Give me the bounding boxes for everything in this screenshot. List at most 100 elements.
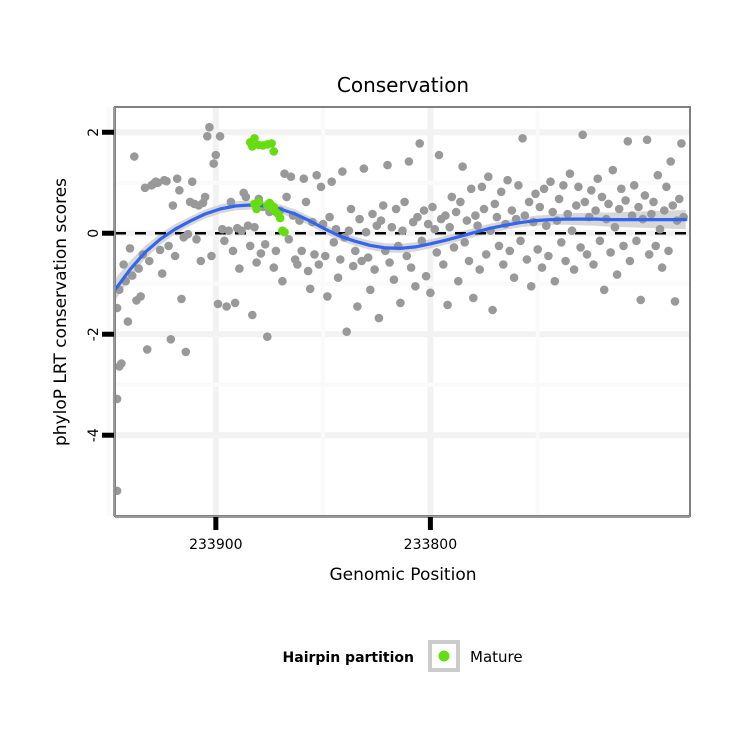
scatter-point-other: [310, 250, 319, 259]
scatter-point-other: [445, 222, 455, 232]
scatter-point-other: [524, 197, 534, 207]
scatter-point-other: [119, 260, 128, 269]
scatter-point-other: [565, 169, 575, 178]
scatter-point-other: [666, 157, 675, 166]
scatter-point-other: [614, 204, 624, 214]
scatter-point-other: [226, 197, 236, 207]
scatter-point-other: [499, 260, 508, 269]
scatter-point-other: [351, 246, 360, 256]
scatter-point-other: [589, 260, 598, 269]
scatter-point-other: [494, 241, 504, 251]
scatter-point-other: [563, 209, 572, 219]
scatter-point-other: [383, 160, 392, 170]
scatter-point-other: [423, 219, 433, 229]
scatter-point-other: [657, 263, 667, 272]
scatter-point-other: [537, 263, 547, 272]
scatter-point-other: [398, 226, 407, 235]
chart-title: Conservation: [337, 73, 469, 97]
scatter-point-other: [505, 246, 515, 256]
scatter-point-other: [481, 250, 491, 259]
scatter-point-other: [591, 206, 600, 215]
scatter-point-other: [439, 260, 448, 269]
x-axis: 233900 233800: [115, 516, 690, 553]
scatter-point-other: [567, 226, 577, 235]
legend-label-mature[interactable]: Mature: [470, 648, 523, 666]
scatter-point-mature: [250, 134, 259, 143]
scatter-point-other: [569, 265, 579, 274]
scatter-point-other: [516, 236, 525, 246]
scatter-point-other: [235, 264, 244, 273]
scatter-point-other: [215, 132, 225, 141]
scatter-point-other: [610, 222, 620, 232]
scatter-point-other: [142, 345, 152, 354]
scatter-point-other: [644, 250, 654, 259]
scatter-point-other: [127, 271, 137, 280]
scatter-point-other: [655, 224, 665, 234]
scatter-point-other: [660, 206, 669, 215]
legend[interactable]: Hairpin partition Mature: [283, 640, 523, 672]
scatter-point-other: [282, 192, 291, 202]
scatter-point-other: [475, 265, 485, 274]
scatter-point-other: [514, 181, 523, 190]
scatter-point-other: [237, 226, 246, 235]
scatter-point-other: [389, 275, 399, 285]
scatter-point-other: [632, 236, 641, 246]
scatter-point-other: [417, 236, 427, 246]
scatter-point-other: [168, 201, 178, 210]
scatter-point-other: [136, 292, 145, 301]
scatter-point-other: [224, 226, 233, 235]
scatter-point-other: [363, 253, 373, 262]
scatter-point-other: [677, 139, 686, 148]
scatter-point-other: [546, 177, 555, 186]
scatter-point-other: [353, 302, 362, 311]
scatter-point-other: [612, 270, 622, 279]
scatter-point-other: [299, 174, 309, 183]
y-axis-tick-label: -4: [86, 428, 102, 442]
scatter-point-other: [548, 207, 557, 217]
scatter-point-other: [125, 244, 135, 253]
scatter-point-other: [196, 256, 206, 266]
scatter-point-other: [323, 292, 332, 301]
scatter-point-other: [606, 248, 615, 257]
scatter-point-other: [411, 282, 420, 291]
scatter-point-mature: [275, 213, 285, 223]
scatter-point-other: [329, 238, 339, 247]
scatter-point-other: [348, 261, 358, 271]
scatter-point-other: [520, 211, 530, 220]
scatter-point-other: [653, 170, 663, 180]
scatter-point-other: [464, 256, 474, 266]
scatter-point-other: [117, 359, 126, 368]
scatter-point-other: [183, 229, 193, 239]
scatter-point-other: [187, 177, 197, 186]
scatter-point-other: [209, 159, 218, 168]
scatter-point-other: [284, 235, 294, 244]
scatter-point-other: [542, 221, 551, 230]
scatter-point-other: [430, 224, 440, 234]
scatter-point-other: [647, 209, 656, 219]
scatter-point-mature: [269, 147, 279, 156]
scatter-point-other: [140, 183, 150, 193]
scatter-point-other: [344, 226, 354, 235]
scatter-point-other: [181, 347, 191, 357]
scatter-point-other: [134, 264, 143, 273]
scatter-point-other: [496, 187, 506, 197]
scatter-point-other: [642, 135, 652, 145]
scatter-point-other: [415, 139, 425, 148]
scatter-point-other: [192, 235, 201, 244]
plot-panel: [106, 106, 691, 517]
scatter-point-other: [402, 251, 412, 261]
scatter-point-other: [164, 241, 173, 251]
scatter-point-other: [490, 199, 500, 209]
scatter-point-other: [327, 177, 337, 186]
scatter-point-other: [338, 167, 347, 176]
x-axis-tick-label: 233900: [189, 537, 242, 553]
scatter-point-other: [574, 182, 583, 192]
scatter-point-other: [509, 273, 519, 283]
scatter-point-other: [207, 251, 216, 261]
scatter-point-other: [580, 197, 590, 207]
scatter-point-other: [507, 206, 517, 215]
scatter-point-other: [263, 332, 272, 342]
scatter-point-other: [301, 197, 311, 207]
scatter-point-other: [544, 251, 553, 261]
legend-title: Hairpin partition: [283, 650, 414, 666]
